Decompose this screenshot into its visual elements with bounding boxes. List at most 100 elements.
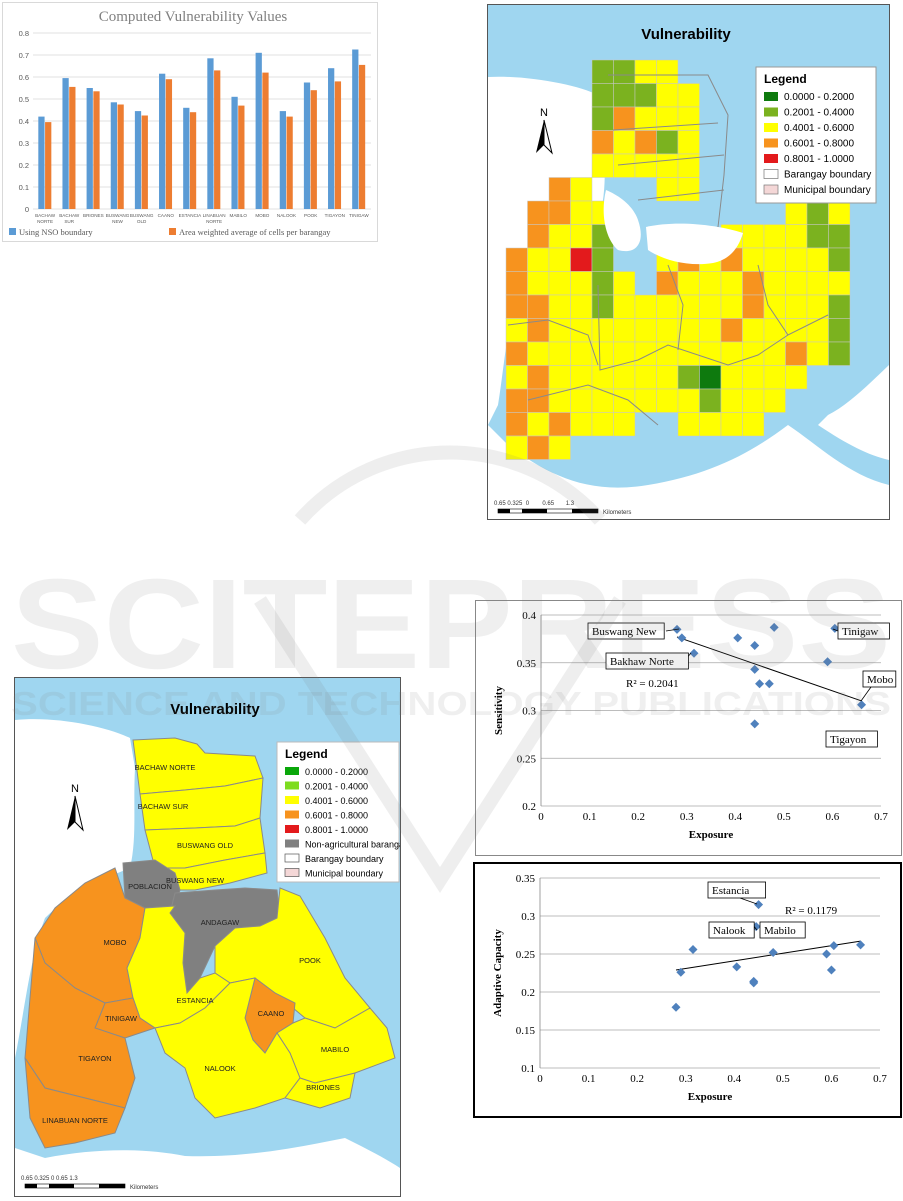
barangay-label: MABILO: [321, 1045, 350, 1054]
scatter-callout-leader: [860, 686, 872, 702]
barangay-map-canvas: Vulnerability N BACHAW NORTE BACHAW SUR BU…: [15, 678, 409, 1196]
grid-cell: [548, 435, 571, 460]
bar-nso: [255, 52, 262, 209]
grid-cell: [806, 341, 829, 366]
grid-map-scalebar: 0.65 0.325 0 0.65 1.3 Kilometers: [494, 501, 631, 516]
grid-cell: [570, 294, 593, 319]
grid-cell: [806, 224, 829, 249]
bar-category-label: LINABUAN: [203, 213, 226, 218]
grid-cell: [570, 200, 593, 225]
sensitivity-scatter: 0.2 0.25 0.3 0.35 0.4 0 0.1 0.2 0.3 0.4 0.5 0.6 0.7 E…: [493, 610, 897, 841]
scatter-x-tick-label: 0.1: [583, 811, 597, 823]
grid-cell: [505, 294, 528, 319]
scatter-callout-leader: [832, 628, 839, 632]
bar-y-tick-label: 0.1: [19, 183, 29, 192]
grid-cell: [634, 153, 657, 178]
bar-area-weighted: [189, 112, 197, 209]
barangay-legend-label: 0.8001 - 1.0000: [305, 825, 368, 835]
scatter-callout-box: [708, 921, 755, 939]
scatter-y-tick-label: 0.25: [517, 753, 537, 765]
grid-cell: [677, 177, 700, 202]
grid-cell: [742, 294, 765, 319]
bar-nso: [86, 88, 93, 209]
bar-nso: [183, 107, 190, 209]
scatter-callout-leader: [665, 628, 680, 632]
grid-cell: [720, 388, 743, 413]
coast-bottom: [15, 1138, 400, 1196]
grid-cell: [613, 294, 636, 319]
grid-legend-swatch: [763, 169, 779, 179]
grid-cell: [763, 247, 786, 272]
scatter-x-axis-label: Exposure: [688, 1091, 733, 1103]
grid-cell: [828, 318, 851, 343]
scatter-y-axis-label: Sensitivity: [493, 686, 505, 735]
bar-nso: [231, 96, 238, 209]
barangay-label: BRIONES: [306, 1083, 340, 1092]
scatter-point: [733, 633, 743, 643]
grid-cell: [785, 341, 808, 366]
scatter-x-tick-label: 0.2: [630, 1073, 644, 1085]
grid-legend-swatch: [764, 138, 778, 148]
barangay-label: TINIGAW: [105, 1014, 138, 1023]
grid-cell: [527, 365, 550, 390]
grid-cell: [828, 247, 851, 272]
grid-cell: [763, 341, 786, 366]
river-gap: [603, 190, 641, 252]
scatter-point: [826, 965, 836, 975]
scatter-callout-label: Mobo: [867, 674, 894, 686]
bar-nso: [38, 116, 45, 209]
scatter-callout-box: [837, 622, 890, 640]
bar-area-weighted: [358, 64, 366, 210]
scatter-point: [856, 940, 866, 950]
grid-cell: [591, 341, 614, 366]
grid-cell: [591, 318, 614, 343]
barangay-legend-label: 0.6001 - 0.8000: [305, 811, 368, 821]
bar-chart-title: Computed Vulnerability Values: [99, 9, 288, 25]
adaptive-capacity-scatter: 0.10.150.20.250.30.350 0.1 0.2 0.3 0.4 0.5 0.6…: [492, 873, 887, 1103]
grid-cell: [634, 59, 657, 84]
bar-nso: [159, 73, 166, 209]
bar-nso: [279, 111, 286, 209]
grid-cell: [570, 271, 593, 296]
barangay-label: BUSWANG OLD: [177, 841, 234, 850]
grid-cell: [613, 130, 636, 155]
barangay-legend-swatch: [284, 853, 300, 863]
grid-legend-swatch: [764, 107, 778, 117]
bar-area-weighted: [310, 90, 317, 209]
grid-cell: [677, 412, 700, 437]
scatter-x-tick-label: 0.1: [582, 1073, 596, 1085]
grid-cell: [527, 247, 550, 272]
scatter-point: [754, 900, 764, 910]
bar-area-weighted: [141, 115, 148, 209]
barangay-legend-swatch: [285, 781, 299, 790]
grid-cell: [634, 341, 657, 366]
grid-cell: [656, 59, 679, 84]
grid-cell: [613, 106, 636, 131]
legend-label-area: Area weighted average of cells per baran…: [179, 227, 331, 237]
bar-y-tick-label: 0.5: [19, 95, 29, 104]
grid-cell: [613, 59, 636, 84]
bar-area-weighted: [45, 122, 52, 209]
grid-cell: [634, 294, 657, 319]
grid-cell: [505, 271, 528, 296]
grid-cell: [505, 365, 528, 390]
scatter-point: [750, 719, 760, 729]
barangay-map-north-arrow: N: [67, 783, 84, 832]
grid-cell: [828, 271, 851, 296]
grid-cell: [656, 318, 679, 343]
grid-cell: [677, 365, 700, 390]
grid-cell: [591, 130, 614, 155]
grid-cell: [613, 83, 636, 108]
bar-category-label: NORTE: [206, 219, 222, 224]
grid-map-legend: Legend 0.0000 - 0.2000 0.2001 - 0.4000 0.4…: [755, 66, 877, 204]
scatter-y-tick-label: 0.15: [516, 1025, 536, 1037]
bar-nso: [328, 68, 335, 209]
grid-cell: [806, 247, 829, 272]
scatter-point: [676, 967, 686, 977]
grid-cell: [742, 224, 765, 249]
legend-swatch-nso: [9, 228, 16, 235]
bar-y-tick-label: 0.7: [19, 51, 29, 60]
barangay-label: POOK: [299, 956, 321, 965]
grid-cell: [828, 224, 851, 249]
grid-cell: [677, 388, 700, 413]
